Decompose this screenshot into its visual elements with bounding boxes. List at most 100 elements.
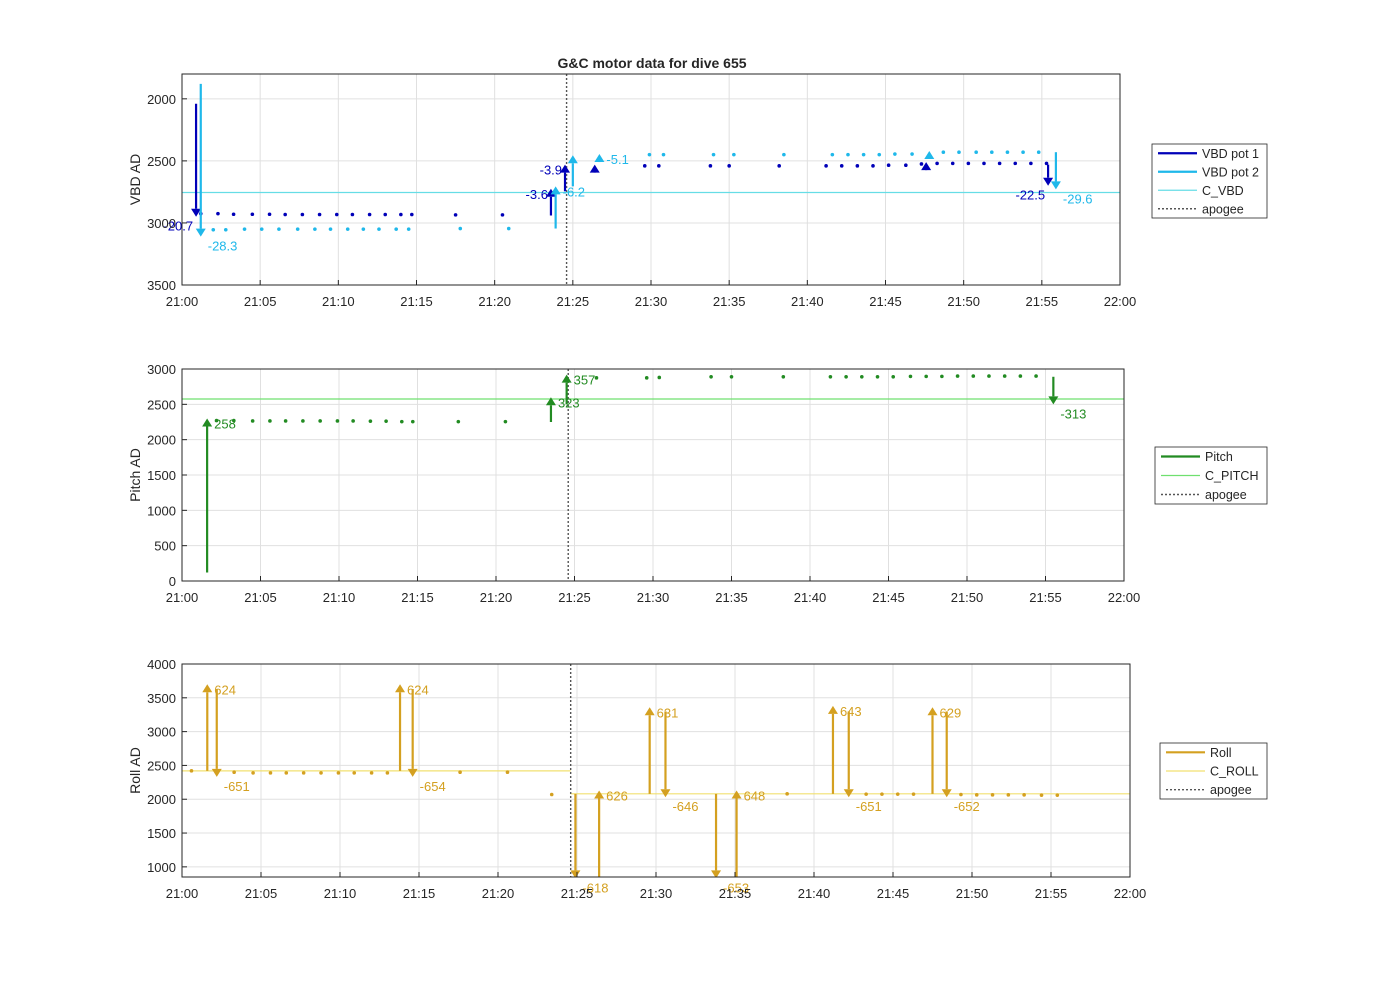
- data-point: [990, 793, 995, 797]
- move-label: -5.1: [606, 152, 628, 167]
- move-label: -652: [954, 799, 980, 814]
- move-label: 258: [214, 416, 236, 431]
- x-tick-label: 21:20: [480, 590, 513, 605]
- data-point: [895, 792, 900, 796]
- data-point: [924, 374, 928, 379]
- data-point: [345, 227, 350, 231]
- motor-move-arrowhead: [570, 870, 581, 877]
- data-point: [328, 227, 333, 231]
- motor-move-arrowhead: [560, 164, 571, 173]
- data-point: [974, 150, 978, 154]
- chart-panel-3: 624 -651 624 -654 -618 626 631 -646 -653 648 643 -6…: [127, 657, 1268, 901]
- x-tick-label: 21:05: [244, 590, 277, 605]
- data-point: [410, 419, 415, 424]
- x-tick-label: 21:40: [798, 886, 831, 901]
- x-tick-label: 21:25: [557, 294, 590, 309]
- data-point: [871, 164, 875, 168]
- data-point: [277, 227, 281, 231]
- y-tick-label: 2500: [147, 154, 176, 169]
- data-point: [259, 227, 264, 231]
- x-tick-label: 21:50: [947, 294, 980, 309]
- motor-move-arrowhead: [191, 208, 202, 217]
- legend-label: C_ROLL: [1210, 765, 1259, 779]
- motor-move-arrowhead: [1043, 177, 1054, 186]
- x-tick-label: 22:00: [1108, 590, 1141, 605]
- move-label: -646: [672, 799, 698, 814]
- y-tick-label: 3000: [147, 725, 176, 740]
- data-point: [642, 164, 647, 168]
- data-point: [1002, 374, 1007, 378]
- data-point: [855, 164, 860, 168]
- data-point: [1044, 161, 1049, 166]
- legend-label: Roll: [1210, 746, 1232, 760]
- data-point: [708, 164, 713, 168]
- data-point: [886, 163, 891, 168]
- data-point: [732, 152, 736, 157]
- data-point: [505, 770, 510, 774]
- data-point: [875, 374, 880, 379]
- chart-panel-2: 258 323 357 -313 21:00 21:05 21:10 21:15 21:20 21…: [127, 362, 1268, 605]
- data-point: [318, 419, 322, 423]
- data-point: [828, 374, 833, 379]
- x-tick-label: 21:30: [635, 294, 668, 309]
- move-label: -654: [420, 779, 446, 794]
- move-label: 626: [606, 788, 628, 803]
- y-tick-label: 500: [154, 539, 176, 554]
- data-point: [295, 227, 300, 231]
- x-tick-label: 22:00: [1114, 886, 1147, 901]
- data-point: [506, 226, 511, 231]
- data-point: [383, 212, 388, 217]
- data-point: [1013, 161, 1018, 166]
- move-label: -618: [582, 880, 608, 895]
- motor-move-arrowhead: [594, 790, 605, 799]
- move-label: -6.2: [563, 184, 585, 199]
- y-tick-label: 2000: [147, 792, 176, 807]
- move-label: -651: [856, 799, 882, 814]
- move-label: -3.9: [540, 163, 562, 178]
- data-point: [864, 792, 868, 796]
- legend-label: C_PITCH: [1205, 469, 1258, 483]
- x-tick-label: 21:25: [561, 886, 594, 901]
- move-label: 648: [744, 788, 766, 803]
- x-tick-label: 21:35: [715, 590, 748, 605]
- data-point: [549, 792, 554, 797]
- data-point: [250, 419, 255, 423]
- motor-move-arrowhead: [644, 707, 655, 716]
- data-point: [268, 419, 272, 423]
- motor-move-arrowhead: [941, 789, 952, 798]
- y-tick-label: 2000: [147, 433, 176, 448]
- x-tick-label: 21:20: [482, 886, 515, 901]
- data-point: [982, 161, 986, 166]
- data-point: [369, 771, 374, 775]
- data-point: [284, 771, 289, 775]
- data-point: [785, 792, 789, 796]
- data-point: [399, 212, 403, 217]
- data-point: [1022, 793, 1026, 797]
- move-label: -3.6: [526, 187, 548, 202]
- data-point: [860, 374, 864, 379]
- data-point: [957, 150, 961, 154]
- motor-move-arrowhead: [924, 150, 935, 159]
- move-label: -651: [224, 779, 250, 794]
- data-point: [950, 161, 955, 166]
- data-point: [283, 212, 287, 217]
- data-point: [955, 374, 960, 378]
- data-point: [1055, 793, 1060, 797]
- motor-move-arrowhead: [567, 155, 578, 164]
- data-point: [214, 418, 219, 423]
- x-tick-label: 21:10: [324, 886, 357, 901]
- data-point: [406, 227, 411, 231]
- x-tick-label: 21:00: [166, 590, 199, 605]
- data-point: [1005, 150, 1010, 154]
- motor-move-arrowhead: [827, 705, 838, 714]
- chart-panel-1: -20.7-3.6-3.9-22.5-28.3-6.2-5.1-29.621:0…: [127, 73, 1268, 309]
- motor-move-arrowhead: [561, 374, 572, 383]
- data-point: [971, 374, 976, 378]
- legend-label: apogee: [1202, 202, 1244, 216]
- x-tick-label: 21:45: [869, 294, 902, 309]
- data-point: [647, 152, 652, 157]
- y-tick-label: 4000: [147, 657, 176, 672]
